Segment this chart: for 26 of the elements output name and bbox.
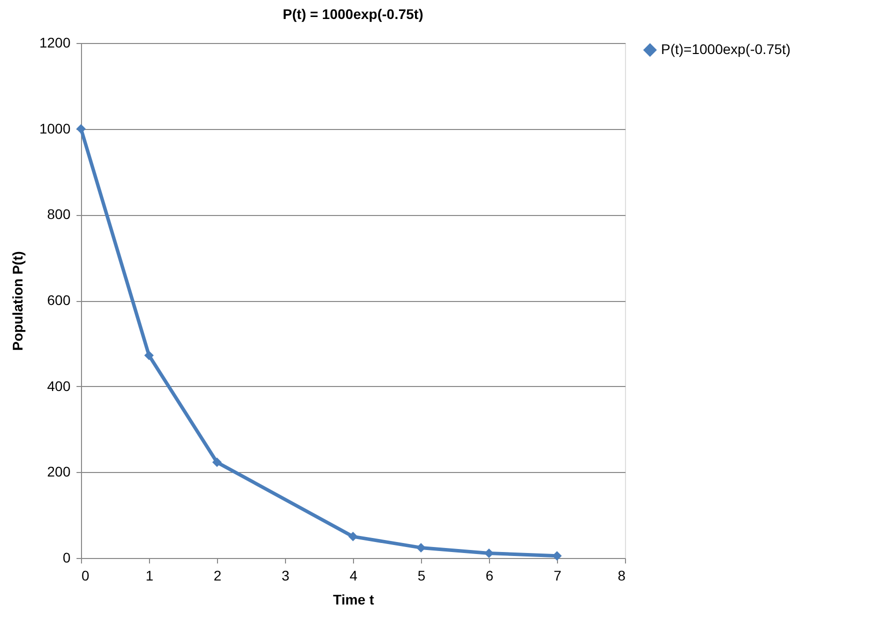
y-axis-title: Population P(t) [9,251,26,351]
point [416,542,426,552]
x-tick-label: 3 [282,568,290,584]
point [348,532,358,542]
y-tick-label: 400 [47,378,71,394]
x-tick-label: 2 [214,568,222,584]
y-tick-label: 800 [47,206,71,222]
point [212,458,222,468]
y-tick-label: 200 [47,464,71,480]
y-tick-label: 1200 [39,34,71,50]
point [144,350,154,360]
chart-title: P(t) = 1000exp(-0.75t) [282,6,424,22]
x-tick-label: 4 [350,568,358,584]
x-tick-label: 0 [82,568,90,584]
y-tick-label: 1000 [39,120,71,136]
point [552,551,562,561]
y-tick-label: 600 [47,292,71,308]
legend-label: P(t)=1000exp(-0.75t) [661,41,791,57]
x-tick-label: 6 [486,568,494,584]
y-tick-label: 0 [62,550,71,566]
x-tick-label: 8 [618,568,626,584]
point [484,548,494,558]
x-tick-label: 5 [418,568,426,584]
x-tick-label: 1 [146,568,154,584]
x-tick-label: 7 [554,568,562,584]
x-axis-title: Time t [333,592,374,608]
